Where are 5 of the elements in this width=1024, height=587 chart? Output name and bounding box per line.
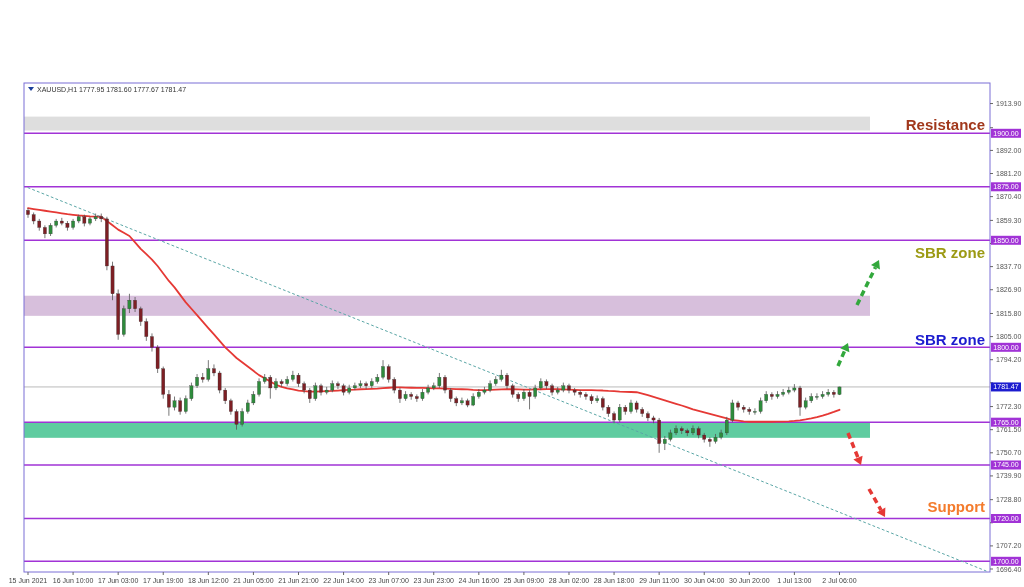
annotation: Support <box>927 498 985 515</box>
line-series <box>27 207 841 423</box>
annotation: Resistance <box>905 116 985 133</box>
annotation: SBR zone <box>914 244 985 261</box>
annotation: SBR zone <box>914 331 985 348</box>
